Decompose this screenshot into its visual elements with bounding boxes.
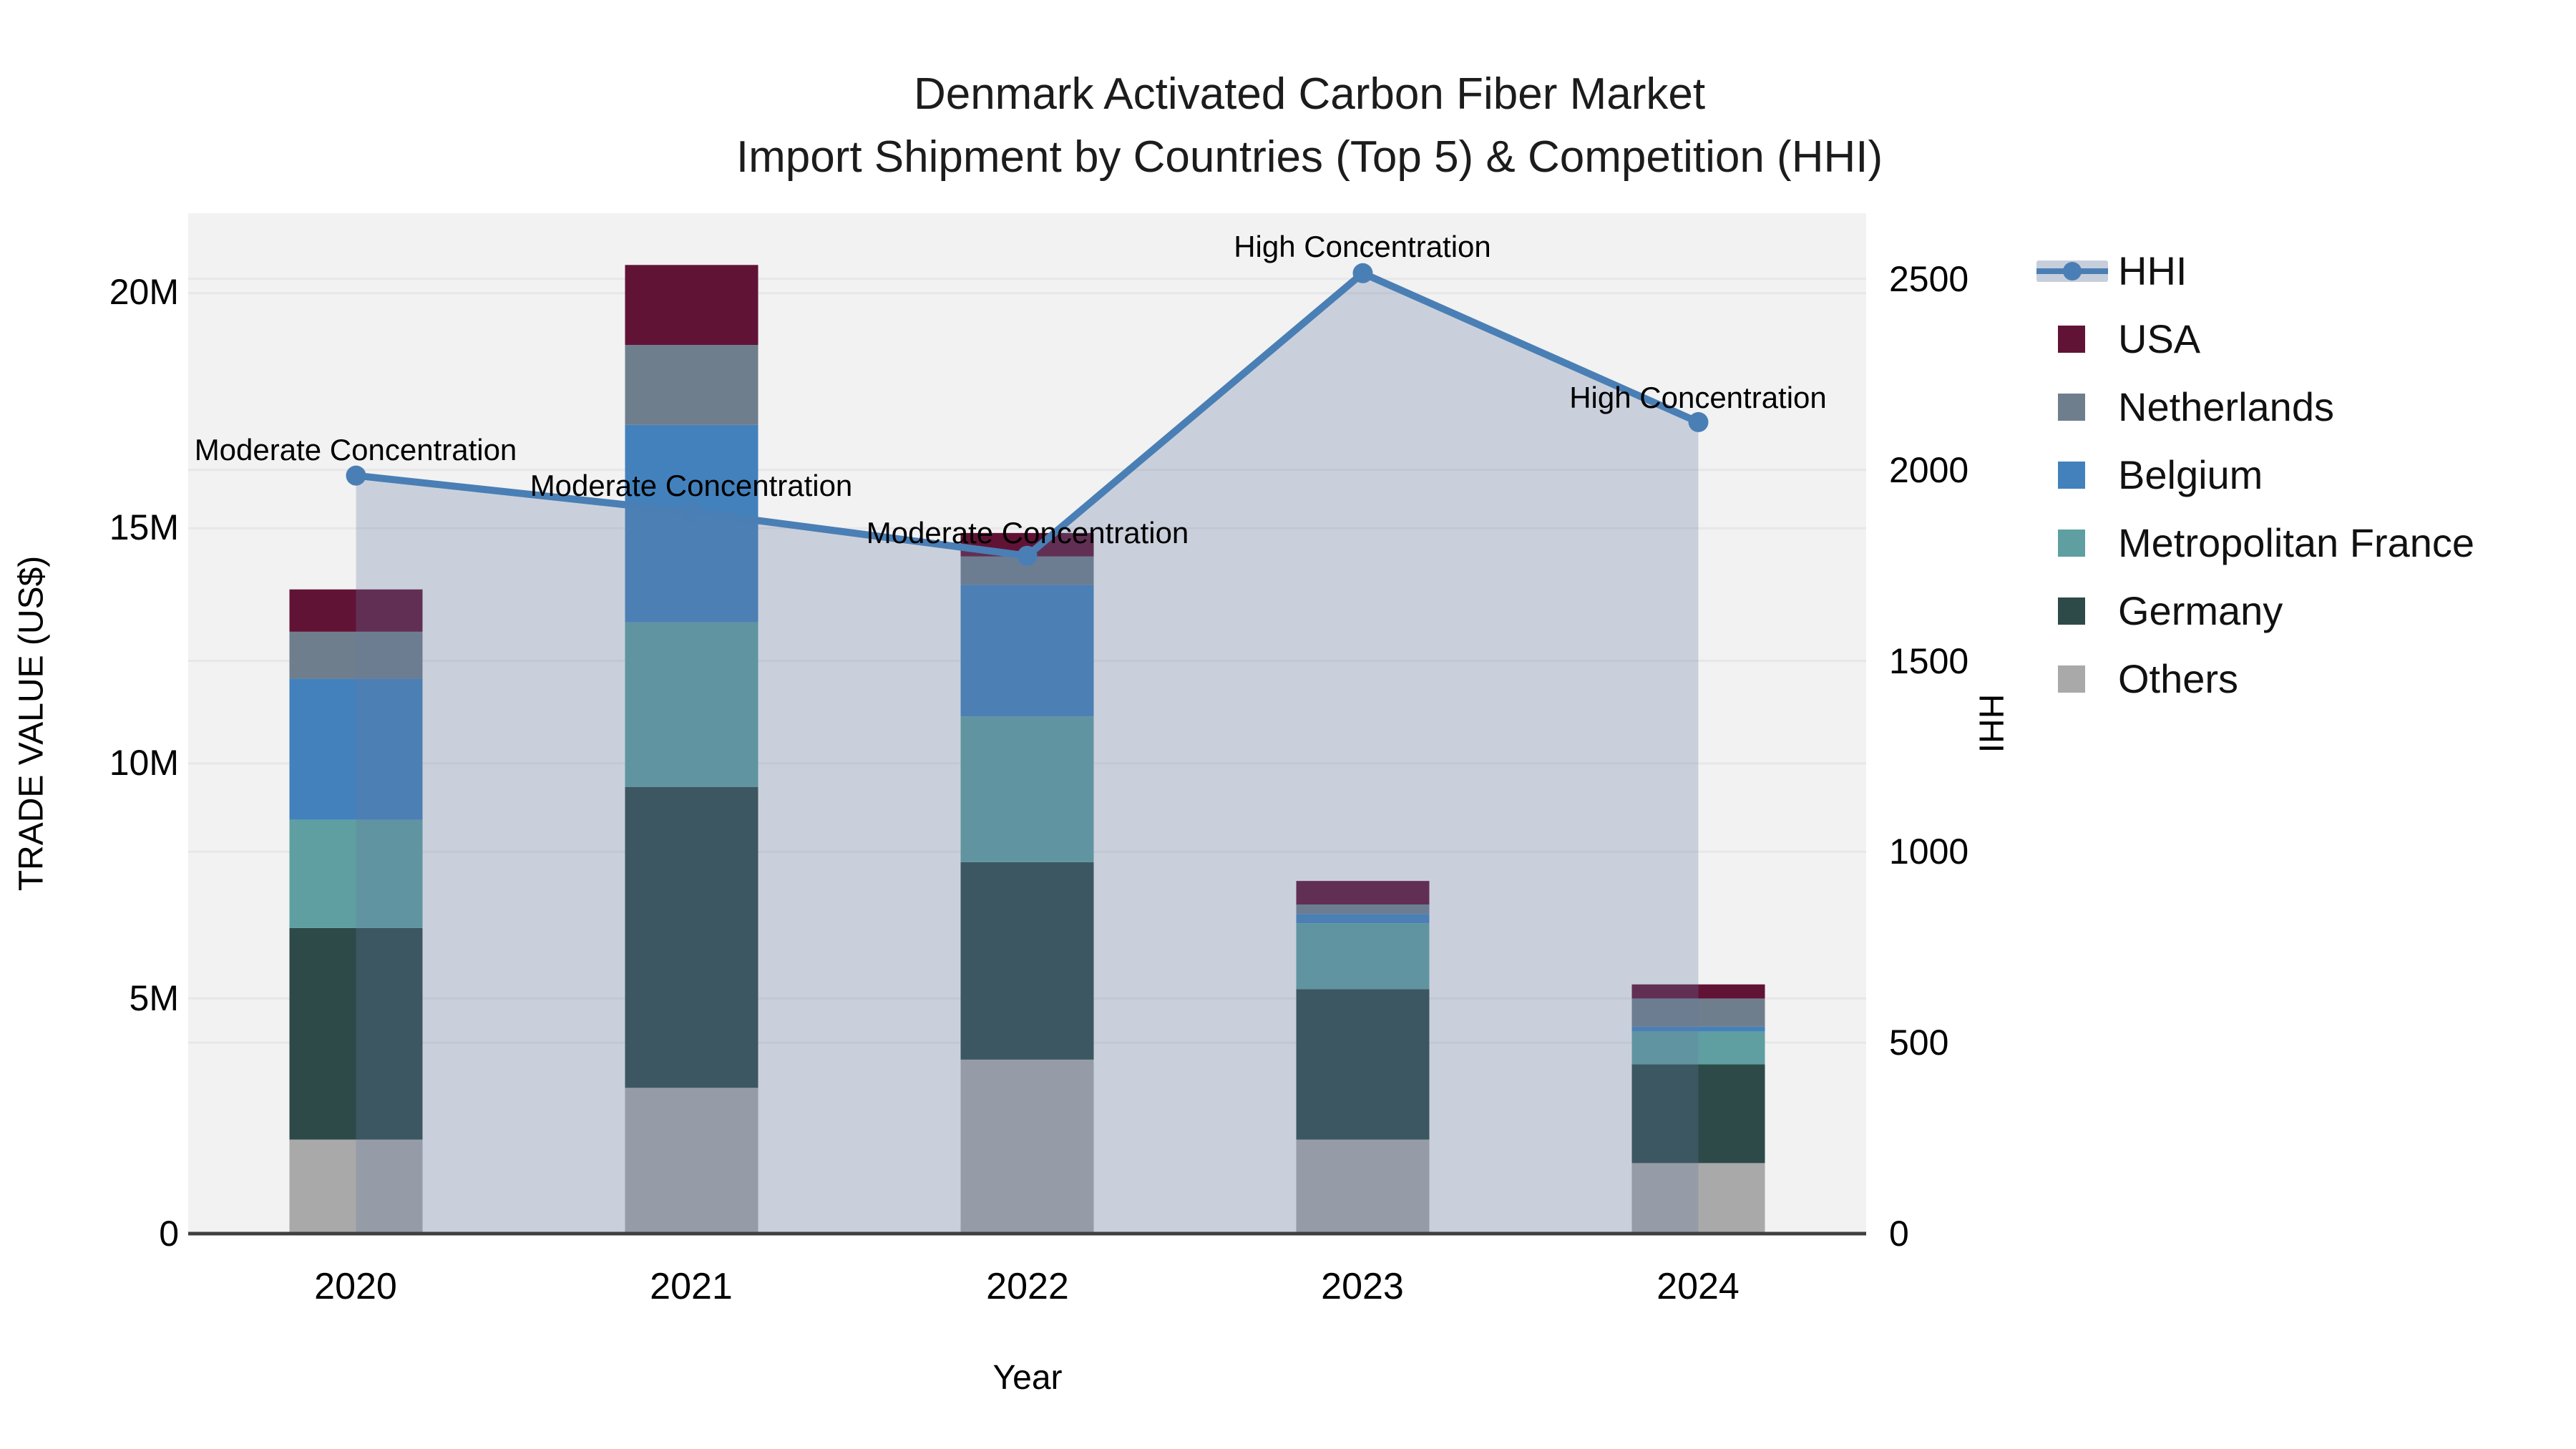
metropolitan-france-swatch-icon xyxy=(2058,529,2085,557)
bar-segment-2021-usa xyxy=(625,265,758,345)
bar-segment-2021-others xyxy=(625,1088,758,1234)
hhi-marker-2021 xyxy=(681,502,702,522)
bar-segment-2020-germany xyxy=(289,927,423,1140)
legend-label-germany: Germany xyxy=(2118,588,2283,633)
legend-item-usa: USA xyxy=(2036,305,2474,373)
y-right-tick-1500: 1500 xyxy=(1889,641,1969,681)
bar-segment-2023-usa xyxy=(1296,881,1430,904)
y-right-tick-500: 500 xyxy=(1889,1023,1949,1063)
y-left-tick-0: 0 xyxy=(159,1214,179,1254)
bar-segment-2020-others xyxy=(289,1139,423,1234)
hhi-marker-2020 xyxy=(346,465,366,486)
y-right-tick-0: 0 xyxy=(1889,1214,1909,1254)
legend-item-hhi: HHI xyxy=(2036,237,2474,305)
legend-label-belgium: Belgium xyxy=(2118,452,2263,497)
bar-segment-2022-others xyxy=(960,1059,1094,1234)
legend-label-metropolitan-france: Metropolitan France xyxy=(2118,520,2475,565)
bar-segment-2024-others xyxy=(1631,1163,1765,1234)
legend-label-netherlands: Netherlands xyxy=(2118,384,2334,429)
legend-item-germany: Germany xyxy=(2036,577,2474,645)
bar-segment-2020-metropolitan-france xyxy=(289,819,423,928)
legend-item-belgium: Belgium xyxy=(2036,441,2474,509)
hhi-marker-2022 xyxy=(1017,545,1038,566)
x-tick-2024: 2024 xyxy=(1657,1266,1740,1307)
others-swatch-icon xyxy=(2058,665,2085,693)
bar-segment-2023-belgium xyxy=(1296,914,1430,924)
annotation-2020: Moderate Concentration xyxy=(194,433,517,467)
bar-segment-2022-metropolitan-france xyxy=(960,716,1094,862)
annotation-2024: High Concentration xyxy=(1569,381,1827,414)
bar-segment-2024-usa xyxy=(1631,984,1765,999)
bar-segment-2020-netherlands xyxy=(289,631,423,679)
bar-segment-2023-germany xyxy=(1296,989,1430,1140)
bar-segment-2023-netherlands xyxy=(1296,904,1430,914)
y-right-tick-1000: 1000 xyxy=(1889,831,1969,872)
bar-segment-2021-metropolitan-france xyxy=(625,622,758,787)
germany-swatch-icon xyxy=(2058,597,2085,625)
legend-label-others: Others xyxy=(2118,656,2239,701)
bar-segment-2021-germany xyxy=(625,786,758,1088)
x-tick-2020: 2020 xyxy=(314,1266,397,1307)
belgium-swatch-icon xyxy=(2058,461,2085,489)
x-tick-2021: 2021 xyxy=(650,1266,733,1307)
annotation-2021: Moderate Concentration xyxy=(530,469,853,502)
hhi-marker-2024 xyxy=(1688,411,1709,432)
bar-segment-2021-netherlands xyxy=(625,345,758,425)
legend-item-metropolitan-france: Metropolitan France xyxy=(2036,509,2474,577)
annotation-2023: High Concentration xyxy=(1234,230,1491,263)
netherlands-swatch-icon xyxy=(2058,393,2085,421)
bar-segment-2021-belgium xyxy=(625,424,758,623)
annotation-2022: Moderate Concentration xyxy=(866,516,1189,550)
bar-segment-2020-belgium xyxy=(289,678,423,820)
legend: HHI USA Netherlands Belgium Metropolitan… xyxy=(2036,237,2474,713)
usa-swatch-icon xyxy=(2058,325,2085,353)
bar-segment-2024-germany xyxy=(1631,1064,1765,1163)
y-right-axis-title: HHI xyxy=(1971,693,2010,753)
bar-segment-2024-netherlands xyxy=(1631,998,1765,1027)
bar-segment-2023-others xyxy=(1296,1139,1430,1234)
x-axis-title: Year xyxy=(992,1359,1063,1397)
y-left-axis-title: TRADE VALUE (US$) xyxy=(12,555,51,892)
y-left-tick-10m: 10M xyxy=(109,743,179,783)
hhi-marker-2023 xyxy=(1352,263,1373,283)
bar-segment-2020-usa xyxy=(289,589,423,632)
y-right-tick-2500: 2500 xyxy=(1889,259,1969,299)
bar-segment-2024-metropolitan-france xyxy=(1631,1031,1765,1065)
x-tick-2022: 2022 xyxy=(986,1266,1069,1307)
hhi-line-sample-icon xyxy=(2036,260,2108,282)
y-left-tick-15m: 15M xyxy=(109,507,179,547)
chart-title-line-1: Denmark Activated Carbon Fiber Market xyxy=(913,69,1706,119)
legend-item-others: Others xyxy=(2036,645,2474,713)
chart-title-line-2: Import Shipment by Countries (Top 5) & C… xyxy=(736,132,1883,182)
bar-segment-2022-belgium xyxy=(960,585,1094,717)
bar-segment-2024-belgium xyxy=(1631,1026,1765,1032)
y-left-tick-20m: 20M xyxy=(109,272,179,312)
legend-item-netherlands: Netherlands xyxy=(2036,373,2474,441)
y-right-tick-2000: 2000 xyxy=(1889,450,1969,490)
bar-segment-2023-metropolitan-france xyxy=(1296,923,1430,990)
bar-segment-2022-germany xyxy=(960,862,1094,1060)
y-left-tick-5m: 5M xyxy=(129,978,179,1018)
x-tick-2023: 2023 xyxy=(1321,1266,1404,1307)
legend-label-usa: USA xyxy=(2118,316,2201,361)
legend-label-hhi: HHI xyxy=(2118,248,2187,293)
